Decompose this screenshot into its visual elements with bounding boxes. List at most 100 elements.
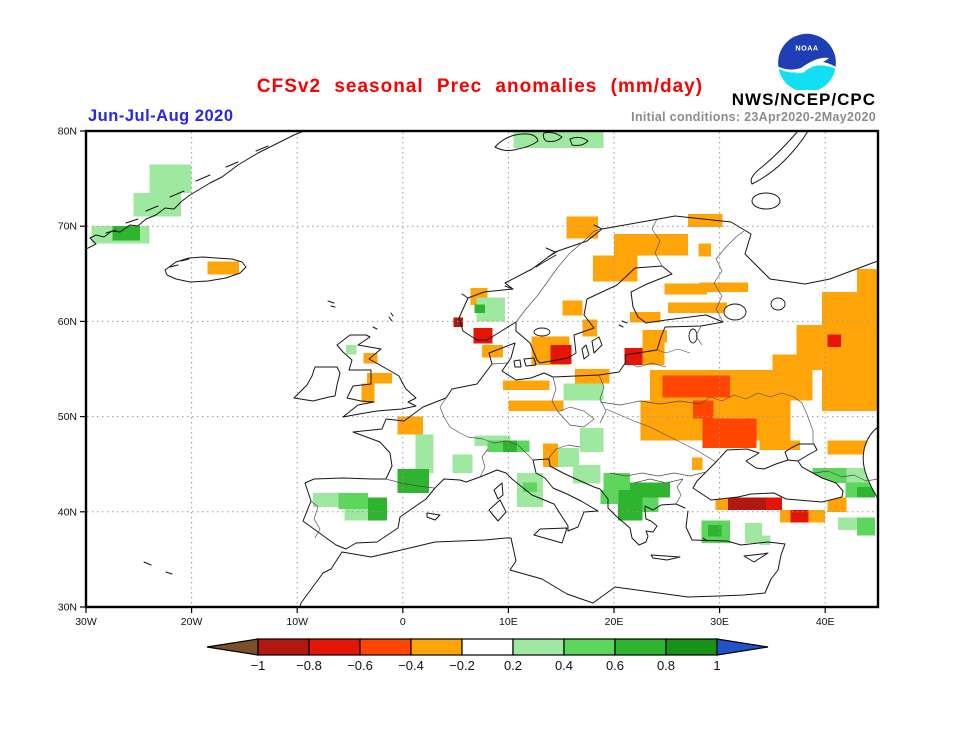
colorbar-label: 0.8: [657, 658, 675, 673]
anomaly-cell: [603, 472, 630, 490]
coastlines: [86, 131, 878, 607]
anomaly-cell: [629, 311, 661, 323]
anomaly-cell: [207, 261, 240, 275]
anomaly-cell: [642, 497, 659, 512]
anomaly-cell: [344, 508, 368, 521]
lat-tick-label: 30N: [58, 602, 77, 614]
colorbar-box: [461, 638, 514, 656]
lat-tick-label: 40N: [58, 506, 77, 518]
anomaly-cell: [708, 525, 722, 537]
colorbar-label: −1: [251, 658, 266, 673]
colorbar-label: −0.8: [296, 658, 322, 673]
agency-label: NWS/NCEP/CPC: [731, 90, 876, 109]
noaa-logo-text: NOAA: [795, 43, 819, 52]
anomaly-cell: [397, 416, 423, 435]
anomaly-cell: [642, 338, 665, 366]
lon-tick-label: 30E: [710, 616, 729, 628]
lat-tick-label: 80N: [58, 126, 77, 138]
anomaly-cell: [856, 487, 875, 498]
anomaly-cell: [397, 469, 430, 493]
anomaly-cell: [856, 517, 875, 536]
lat-tick-label: 70N: [58, 221, 77, 233]
anomaly-cell: [582, 319, 598, 337]
anomaly-cell: [415, 434, 434, 473]
caspian-sea: [862, 426, 878, 500]
anomaly-cell: [474, 304, 486, 313]
anomaly-cell: [453, 317, 463, 328]
colorbar: −1 −0.8 −0.6 −0.4 −0.2 0.2 0.4 0.6 0.8 1: [206, 638, 769, 673]
anomaly-cell: [699, 282, 749, 292]
anomaly-cell: [563, 383, 604, 401]
colorbar-arrow-left: [206, 638, 259, 656]
anomaly-cell: [508, 400, 564, 411]
anomaly-cell: [790, 509, 809, 523]
anomaly-cell: [827, 497, 847, 512]
colorbar-label: 0.4: [555, 658, 573, 673]
anomaly-cell: [618, 489, 643, 521]
anomaly-cell: [846, 468, 870, 484]
anomaly-cell: [366, 372, 393, 384]
anomaly-cell: [856, 269, 878, 292]
colorbar-box: [563, 638, 616, 656]
lon-tick-label: 10E: [499, 616, 518, 628]
anomaly-cell: [516, 491, 544, 507]
anomaly-cell: [702, 418, 757, 448]
page-title: CFSv2 seasonal Prec anomalies (mm/day): [256, 76, 704, 97]
anomaly-cell: [766, 497, 782, 510]
lat-tick-label: 50N: [58, 411, 77, 423]
anomaly-cell: [476, 297, 506, 322]
colorbar-label: −0.2: [449, 658, 475, 673]
anomaly-cell: [744, 523, 762, 544]
anomaly-cell: [715, 496, 729, 510]
anomaly-cell: [822, 370, 878, 411]
anomaly-cell: [473, 328, 493, 344]
anomaly-cell: [698, 243, 712, 257]
lon-tick-label: 20E: [605, 616, 624, 628]
anomaly-cell: [338, 492, 368, 509]
anomaly-cells-layer: [91, 131, 878, 546]
colorbar-arrow-right: [716, 638, 769, 656]
colorbar-box: [614, 638, 667, 656]
lon-tick-label: 40E: [816, 616, 835, 628]
anomaly-cell: [693, 400, 714, 419]
anomaly-cell: [133, 192, 181, 217]
anomaly-cell: [149, 164, 192, 193]
anomaly-cell: [592, 255, 638, 282]
anomaly-cell: [662, 375, 731, 398]
anomaly-cell: [692, 457, 703, 470]
colorbar-box: [308, 638, 361, 656]
anomaly-cell: [614, 233, 688, 256]
anomaly-cell: [503, 440, 517, 452]
anomaly-cell: [368, 497, 387, 521]
anomaly-cell: [313, 492, 339, 508]
anomaly-cell: [664, 283, 707, 295]
gridlines-layer: [87, 132, 877, 606]
noaa-logo-gull: [795, 57, 830, 74]
anomaly-cell: [759, 440, 800, 450]
colorbar-box: [410, 638, 463, 656]
lon-tick-label: 10W: [286, 616, 308, 628]
colorbar-box: [665, 638, 718, 656]
colorbar-label: −0.4: [398, 658, 424, 673]
colorbar-label: 1: [713, 658, 720, 673]
anomaly-cell: [572, 465, 601, 484]
anomaly-cell: [728, 497, 766, 510]
lon-tick-label: 0: [400, 616, 406, 628]
anomaly-cell: [503, 380, 550, 390]
map-frame: [84, 129, 880, 609]
anomaly-cell: [566, 216, 599, 239]
anomaly-cell: [827, 334, 841, 348]
colorbar-label: −0.6: [347, 658, 373, 673]
colorbar-box: [512, 638, 565, 656]
lat-tick-label: 60N: [58, 316, 77, 328]
country-borders: [310, 218, 878, 539]
colorbar-label: 0.6: [606, 658, 624, 673]
anomaly-cell: [361, 383, 375, 403]
anomaly-cell: [550, 345, 572, 365]
anomaly-cell: [687, 213, 723, 228]
anomaly-cell: [822, 291, 878, 326]
anomaly-cell: [558, 448, 580, 467]
noaa-logo: NOAA: [777, 29, 837, 90]
